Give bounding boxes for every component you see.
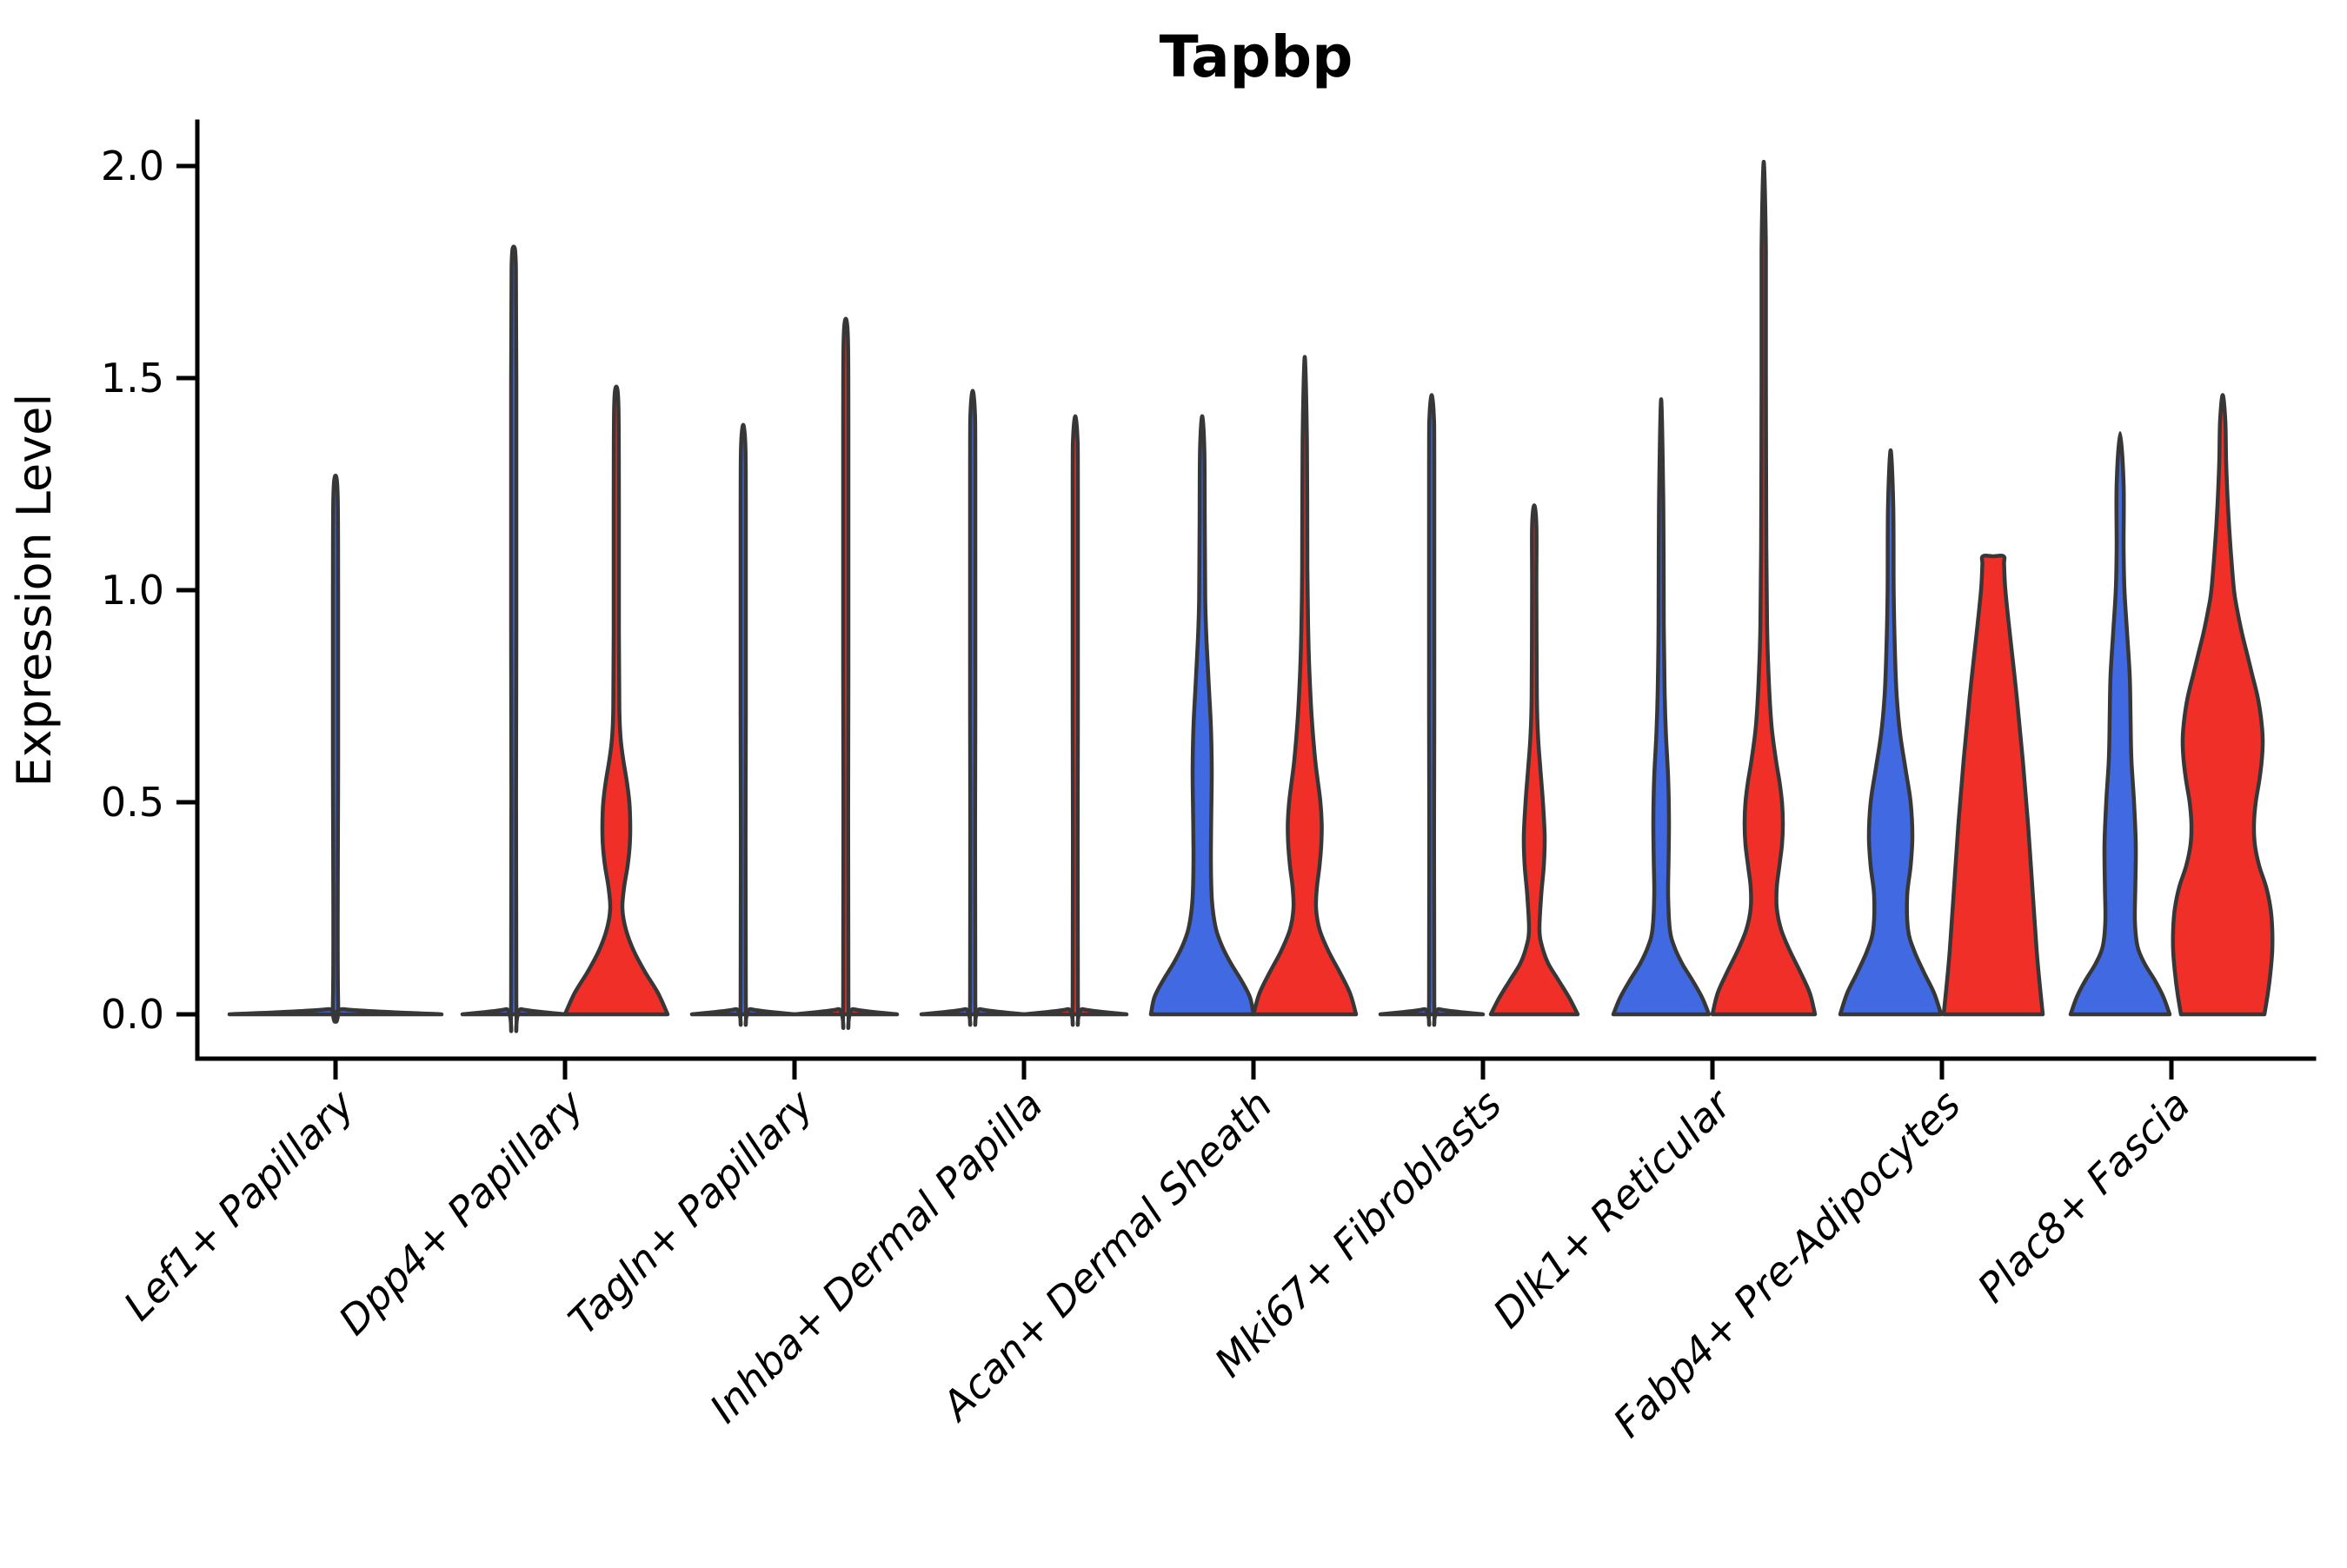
x-tick-label-6: Dlk1+ Reticular [1484, 1079, 1742, 1337]
violin-blue-3 [919, 389, 1027, 1027]
violin-red-8 [2171, 393, 2275, 1017]
y-tick-label: 1.5 [101, 355, 164, 402]
y-tick-label: 1.0 [101, 567, 164, 614]
violin-red-6 [1710, 159, 1818, 1017]
violin-red-2 [792, 316, 900, 1030]
violin-red-5 [1488, 503, 1580, 1017]
violin-full-0 [227, 473, 444, 1024]
y-tick-label: 0.0 [101, 991, 164, 1038]
x-tick-label-8: Plac8+ Fascia [1968, 1081, 2198, 1312]
y-axis-ticks: 0.0 0.5 1.0 1.5 2.0 [101, 143, 197, 1038]
x-tick-label-2: Tagln+ Papillary [559, 1080, 822, 1344]
violin-blue-7 [1838, 448, 1944, 1017]
violin-blue-5 [1378, 393, 1486, 1027]
violin-blue-4 [1148, 414, 1256, 1017]
y-axis-label: Expression Level [7, 394, 62, 787]
y-tick-label: 2.0 [101, 143, 164, 189]
violin-blue-6 [1611, 397, 1712, 1017]
plot-title: Tapbp [1160, 23, 1353, 90]
violin-blue-8 [2068, 431, 2172, 1017]
violin-blue-1 [460, 244, 568, 1033]
violin-red-1 [562, 384, 670, 1017]
y-tick-label: 0.5 [101, 779, 164, 826]
violin-red-4 [1251, 355, 1359, 1017]
axis-spines [195, 119, 2317, 1061]
x-tick-label-0: Lef1+ Papillary [115, 1080, 363, 1329]
violin-red-3 [1021, 414, 1129, 1027]
violin-red-7 [1941, 554, 2045, 1017]
violins-layer [227, 159, 2275, 1033]
violin-blue-2 [689, 422, 797, 1027]
x-tick-label-1: Dpp4+ Papillary [329, 1080, 593, 1344]
